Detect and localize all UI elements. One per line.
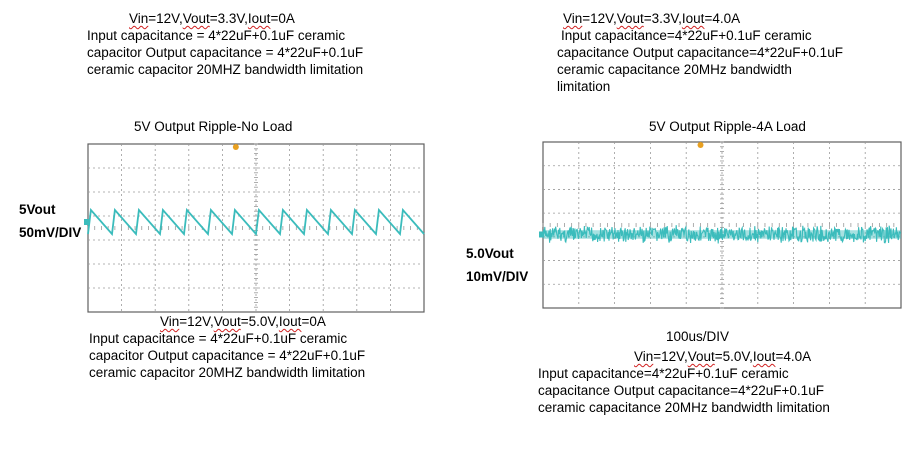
top-left-line-1: Input capacitance = 4*22uF+0.1uF ceramic	[87, 28, 346, 43]
vin-label: Vin	[563, 11, 583, 26]
bottom-right-line-1: Input capacitance=4*22uF+0.1uF ceramic	[538, 366, 789, 381]
vin-label: Vin	[160, 314, 180, 329]
right-chart-xlabel: 100us/DIV	[666, 329, 730, 344]
left-ylabel-line-1: 5Vout	[19, 202, 56, 217]
bottom-left-condition-line: Vin=12V,Vout=5.0V,Iout=0A	[160, 314, 326, 329]
iout-label: Iout	[247, 11, 271, 26]
ripple-trace	[542, 225, 902, 244]
ripple-trace	[87, 207, 425, 237]
top-left-condition-line: Vin=12V,Vout=3.3V,Iout=0A	[129, 11, 295, 26]
iout-label: Iout	[681, 11, 705, 26]
iout-label: Iout	[278, 314, 302, 329]
top-left-line-3: ceramic capacitor 20MHZ bandwidth limita…	[87, 62, 364, 77]
vin-label: Vin	[634, 349, 654, 364]
vout-label: Vout	[182, 11, 210, 26]
bottom-left-line-1: Input capacitance = 4*22uF+0.1uF ceramic	[89, 331, 348, 346]
bottom-right-line-3: ceramic capacitance 20MHz bandwidth limi…	[538, 400, 830, 415]
vout-label: Vout	[616, 11, 644, 26]
top-right-conditions-block: Vin=12V,Vout=3.3V,Iout=4.0A Input capaci…	[557, 10, 843, 95]
top-left-conditions-block: Vin=12V,Vout=3.3V,Iout=0A Input capacita…	[87, 10, 363, 78]
right-chart-ylabel: 5.0Vout 10mV/DIV	[466, 242, 528, 288]
vin-label: Vin	[129, 11, 149, 26]
bottom-left-conditions-block: Vin=12V,Vout=5.0V,Iout=0A Input capacita…	[89, 313, 365, 381]
left-chart-title: 5V Output Ripple-No Load	[134, 119, 293, 134]
left-chart-ylabel: 5Vout 50mV/DIV	[19, 198, 81, 244]
noise-band	[543, 230, 901, 239]
left-scope-chart	[84, 143, 425, 313]
top-right-line-3: ceramic capacitance 20MHz bandwidth	[557, 62, 792, 77]
trigger-marker	[232, 144, 239, 150]
ground-marker	[84, 219, 89, 225]
bottom-left-line-3: ceramic capacitor 20MHZ bandwidth limita…	[89, 365, 366, 380]
vout-label: Vout	[213, 314, 241, 329]
top-right-line-2: capacitance Output capacitance=4*22uF+0.…	[557, 45, 843, 60]
top-right-line-4: limitation	[557, 79, 611, 94]
top-right-line-1: Input capacitance=4*22uF+0.1uF ceramic	[561, 28, 812, 43]
right-scope-chart	[539, 141, 902, 309]
bottom-right-conditions-block: Vin=12V,Vout=5.0V,Iout=4.0A Input capaci…	[538, 348, 830, 416]
top-left-line-2: capacitor Output capacitance = 4*22uF+0.…	[87, 45, 364, 60]
right-ylabel-line-1: 5.0Vout	[466, 246, 514, 261]
right-chart-title: 5V Output Ripple-4A Load	[649, 119, 806, 134]
ground-marker	[539, 231, 544, 238]
bottom-right-line-2: capacitance Output capacitance=4*22uF+0.…	[538, 383, 824, 398]
top-right-condition-line: Vin=12V,Vout=3.3V,Iout=4.0A	[563, 11, 741, 26]
bottom-right-condition-line: Vin=12V,Vout=5.0V,Iout=4.0A	[634, 349, 812, 364]
right-ylabel-line-2: 10mV/DIV	[466, 269, 529, 284]
left-ylabel-line-2: 50mV/DIV	[19, 225, 82, 240]
trigger-marker	[697, 142, 704, 148]
iout-label: Iout	[752, 349, 776, 364]
bottom-left-line-2: capacitor Output capacitance = 4*22uF+0.…	[89, 348, 366, 363]
vout-label: Vout	[687, 349, 715, 364]
